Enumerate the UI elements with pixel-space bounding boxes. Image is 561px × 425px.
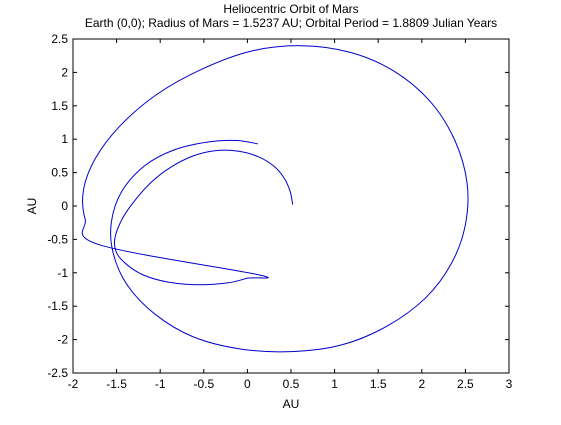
x-tick-label: 0 (244, 377, 251, 391)
series-layer (81, 45, 469, 353)
x-tick-label: 0.5 (283, 377, 300, 391)
x-tick-label: 1 (331, 377, 338, 391)
y-tick-label: 2.5 (51, 32, 68, 46)
y-tick-label: -1.5 (47, 299, 68, 313)
y-tick-label: 0.5 (51, 166, 68, 180)
y-tick-label: -2.5 (47, 366, 68, 380)
y-tick-label: -0.5 (47, 232, 68, 246)
y-tick-label: 1.5 (51, 99, 68, 113)
chart-title: Heliocentric Orbit of Mars (223, 2, 358, 16)
plot-area (72, 38, 510, 374)
y-tick-label: 2 (61, 65, 68, 79)
x-tick-label: -1 (155, 377, 166, 391)
x-axis-label: AU (283, 397, 300, 411)
x-tick-label: 2 (418, 377, 425, 391)
chart-subtitle: Earth (0,0); Radius of Mars = 1.5237 AU;… (85, 16, 497, 30)
x-tick-label: -1.5 (106, 377, 127, 391)
x-tick-label: 3 (506, 377, 513, 391)
y-tick-label: -1 (57, 266, 68, 280)
x-tick-label: 1.5 (370, 377, 387, 391)
x-tick-label: -0.5 (193, 377, 214, 391)
y-tick-label: 0 (61, 199, 68, 213)
x-tick-label: 2.5 (457, 377, 474, 391)
series-line (81, 45, 469, 353)
axis-ticks: -2 -1.5 -1 -0.5 0 0.5 1 1.5 2 2.5 3 2.5 2 1.5 1 0.5 0 -0.… (47, 32, 512, 391)
x-tick-label: -2 (68, 377, 79, 391)
y-tick-label: 1 (61, 132, 68, 146)
y-axis-label: AU (25, 198, 39, 215)
y-tick-label: -2 (57, 333, 68, 347)
